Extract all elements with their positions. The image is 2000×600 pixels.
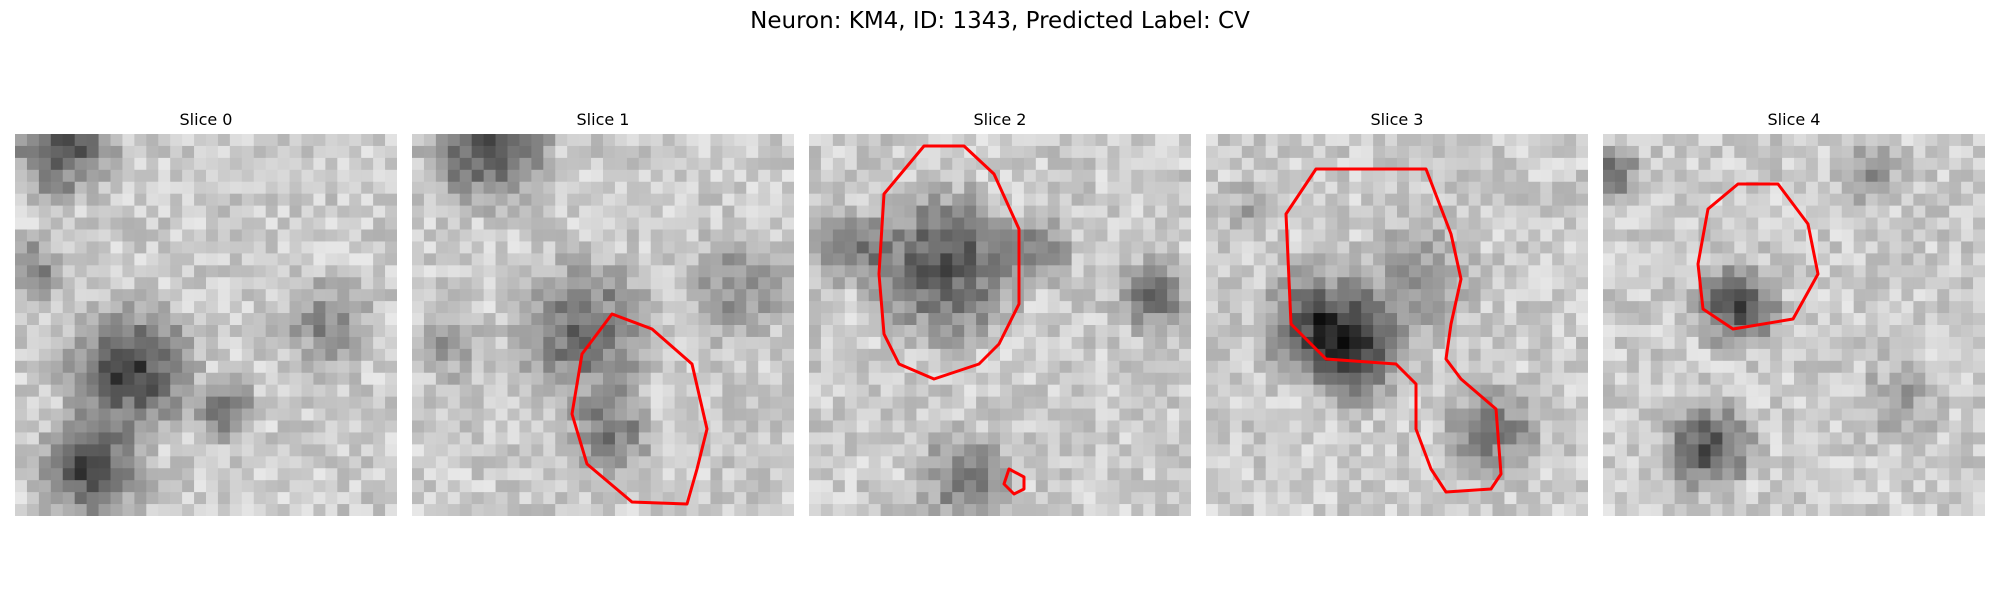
panel-title-3: Slice 3	[1370, 110, 1424, 129]
slice-image-2	[809, 134, 1191, 516]
contour-slice-2-1	[1002, 467, 1026, 496]
slice-panel-1	[412, 134, 794, 516]
panel-title-2: Slice 2	[973, 110, 1027, 129]
panel-title-4: Slice 4	[1767, 110, 1821, 129]
contour-slice-1-0	[570, 312, 709, 506]
slice-panel-2	[809, 134, 1191, 516]
slice-image-0	[15, 134, 397, 516]
slice-panel-4	[1603, 134, 1985, 516]
contour-slice-4-0	[1696, 182, 1820, 331]
slice-panel-3	[1206, 134, 1588, 516]
slice-image-3	[1206, 134, 1588, 516]
figure-title: Neuron: KM4, ID: 1343, Predicted Label: …	[750, 8, 1250, 34]
contour-slice-2-0	[877, 144, 1021, 381]
contour-slice-3-0	[1284, 167, 1503, 494]
slice-image-1	[412, 134, 794, 516]
panel-title-1: Slice 1	[576, 110, 630, 129]
panel-title-0: Slice 0	[179, 110, 233, 129]
slice-panel-0	[15, 134, 397, 516]
slice-image-4	[1603, 134, 1985, 516]
